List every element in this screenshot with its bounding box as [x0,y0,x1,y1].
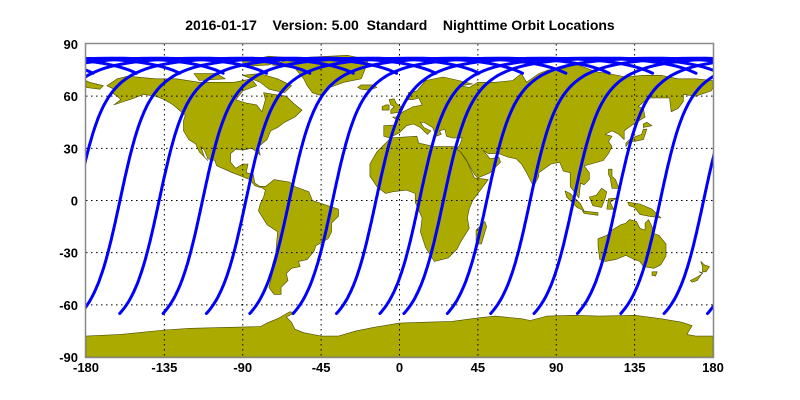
orbit-track-13 [86,56,355,166]
x-tick-label: -135 [151,360,177,375]
orbit-track-12 [86,56,312,79]
y-axis-ticks: 90 60 30 0 -30 -60 -90 [59,37,78,365]
y-tick-label: 0 [71,194,78,209]
orbit-track-6 [0,58,69,313]
orbit-track-13 [662,152,713,315]
orbit-track-6 [378,56,698,315]
landmass-new-guinea [627,201,662,219]
landmass-africa [369,135,489,262]
orbit-tracks [0,56,800,315]
x-tick-label: 0 [396,360,403,375]
orbit-track-7 [86,68,95,75]
x-tick-label: 135 [624,360,646,375]
landmass-new-zealand-south [690,271,703,283]
orbit-track-7 [402,56,713,315]
x-axis-ticks: -180 -135 -90 -45 0 45 90 135 180 [73,360,724,375]
landmass-australia [597,219,667,269]
landmass-ireland [381,104,390,111]
orbit-track-12 [619,74,713,315]
y-tick-label: 30 [64,141,78,156]
orbit-track-14 [86,56,399,310]
y-tick-label: 90 [64,37,78,52]
orbit-track-5 [335,56,655,315]
landmass-borneo [588,188,608,208]
landmass-java [582,210,599,216]
landmass-sulawesi [606,197,618,210]
y-tick-label: -90 [59,350,78,365]
landmass-greenland [272,54,369,97]
map-title: 2016-01-17 Version: 5.00 Standard Nightt… [185,17,615,33]
orbit-track-8 [445,56,713,315]
plot-frame [84,42,715,359]
x-tick-label: 180 [702,360,724,375]
landmass-south-america [258,179,339,295]
orbit-track-5 [0,58,26,313]
y-tick-label: 60 [64,89,78,104]
x-tick-label: -180 [73,360,99,375]
x-tick-label: 45 [471,360,485,375]
y-tick-label: -30 [59,246,78,261]
orbit-track-0 [747,58,800,313]
orbit-track-9 [489,56,713,315]
landmass-chukotka [86,80,104,90]
grid-lines [86,44,713,357]
orbit-track-1 [790,58,800,313]
landmass-north-america [106,75,303,188]
orbit-track-14 [706,304,713,315]
x-tick-label: -90 [233,360,252,375]
landmass-hokkaido [642,122,653,128]
orbit-track-10 [532,57,713,315]
landmass-new-zealand-north [700,261,710,273]
x-tick-label: -45 [312,360,331,375]
x-tick-label: 90 [549,360,563,375]
landmass-tasmania [651,271,658,277]
y-tick-label: -60 [59,298,78,313]
landmass-japan [625,128,648,147]
orbit-track-11 [575,61,713,315]
plot-area [0,42,800,359]
